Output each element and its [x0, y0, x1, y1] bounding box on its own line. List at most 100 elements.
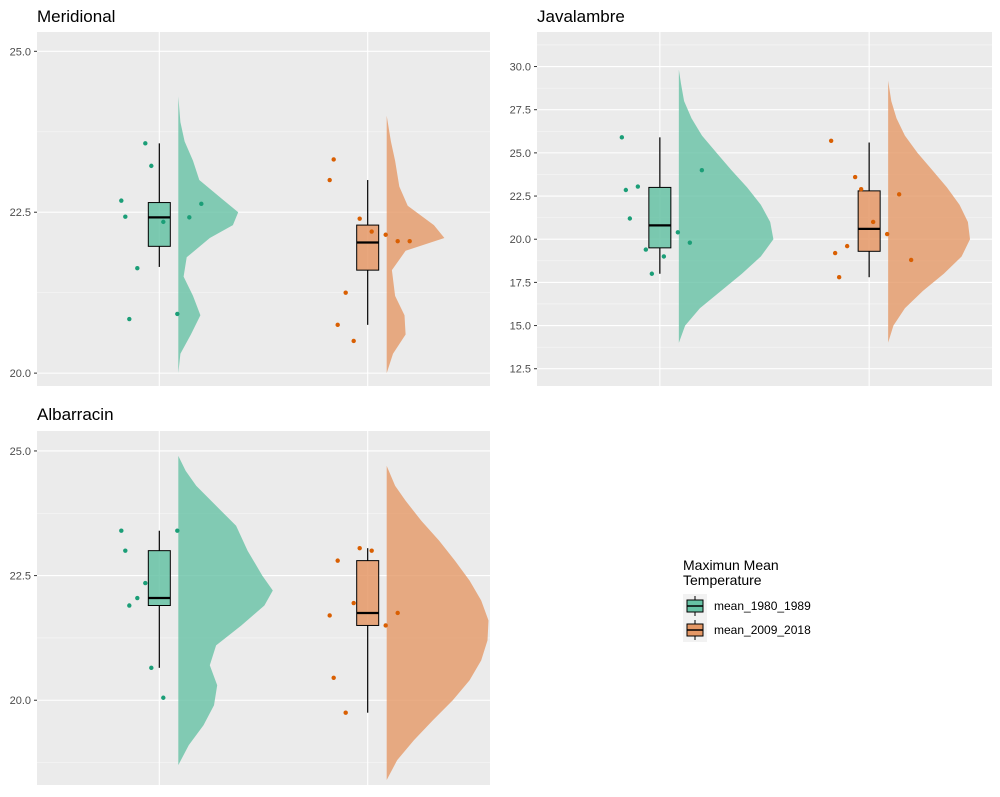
data-point	[908, 257, 914, 263]
density-cloud	[386, 465, 489, 781]
y-grid-minor	[37, 131, 490, 293]
panel-background	[37, 32, 490, 386]
data-point	[175, 528, 180, 533]
y-tick-label: 25.0	[510, 148, 531, 160]
y-tick-label: 17.5	[510, 277, 531, 289]
data-point	[383, 623, 388, 628]
data-point	[858, 186, 864, 192]
data-point	[343, 710, 348, 715]
legend-title: Temperature	[683, 572, 762, 588]
data-points	[119, 141, 412, 344]
data-point	[383, 232, 388, 237]
data-point	[335, 322, 340, 328]
data-point	[649, 271, 655, 276]
panel-title: Albarracin	[37, 405, 114, 424]
data-point	[369, 548, 374, 553]
data-point	[123, 214, 128, 219]
data-point	[343, 290, 348, 295]
data-point	[357, 545, 362, 551]
data-point	[828, 138, 834, 143]
y-tick-label: 20.0	[10, 695, 31, 707]
data-point	[699, 167, 705, 173]
data-point	[407, 238, 412, 244]
data-point	[143, 580, 148, 586]
y-tick-label: 25.0	[10, 46, 31, 58]
data-point	[143, 141, 148, 146]
data-point	[187, 215, 192, 220]
data-point	[661, 254, 667, 259]
data-point	[832, 250, 838, 256]
density-cloud	[678, 69, 774, 343]
data-point	[836, 275, 842, 280]
legend-label: mean_1980_1989	[714, 599, 811, 613]
data-point	[627, 216, 633, 221]
data-point	[870, 219, 876, 225]
box	[147, 202, 171, 247]
y-tick-label: 20.0	[10, 368, 31, 380]
y-tick-label: 12.5	[510, 364, 531, 376]
data-point	[123, 548, 128, 553]
y-axis: 20.0 22.5 25.0	[10, 46, 37, 380]
data-point	[395, 238, 400, 244]
y-tick-label: 20.0	[510, 234, 531, 246]
data-point	[896, 192, 902, 197]
data-point	[199, 201, 204, 207]
density-clouds	[678, 69, 970, 343]
data-point	[643, 247, 649, 252]
data-point	[135, 266, 140, 271]
y-tick-label: 25.0	[10, 446, 31, 458]
panel-javalambre: Javalambre 12.5 15.0 17.5 20.0 22.5 25.0…	[510, 7, 992, 386]
data-point	[331, 675, 336, 681]
data-point	[119, 198, 124, 203]
density-cloud	[386, 115, 445, 374]
density-cloud	[178, 455, 273, 766]
legend: Maximun Mean Temperature mean_1980_1989 …	[683, 557, 811, 642]
data-point	[175, 311, 180, 317]
data-points	[119, 528, 400, 715]
data-point	[149, 665, 154, 671]
data-point	[149, 163, 154, 169]
boxplots	[147, 530, 380, 713]
y-tick-label: 22.5	[10, 207, 31, 219]
y-tick-label: 30.0	[510, 62, 531, 74]
panel-title: Javalambre	[537, 7, 625, 26]
data-point	[623, 187, 629, 193]
panel-title: Meridional	[37, 7, 115, 26]
data-point	[852, 174, 858, 180]
data-point	[369, 229, 374, 234]
box	[648, 186, 672, 249]
density-clouds	[178, 455, 489, 781]
data-point	[127, 603, 132, 608]
data-point	[675, 230, 681, 235]
data-point	[635, 184, 641, 189]
data-point	[327, 613, 332, 618]
data-point	[127, 316, 132, 322]
data-point	[884, 231, 890, 237]
density-cloud	[178, 96, 239, 374]
legend-label: mean_2009_2018	[714, 623, 811, 637]
data-point	[161, 219, 166, 225]
y-tick-label: 27.5	[510, 105, 531, 117]
data-points	[619, 135, 914, 280]
boxplots	[648, 137, 881, 278]
data-point	[687, 240, 693, 245]
data-point	[351, 338, 356, 344]
legend-title: Maximun Mean	[683, 557, 779, 573]
box	[147, 550, 171, 607]
box	[857, 190, 881, 252]
box	[356, 224, 380, 271]
density-clouds	[178, 96, 445, 374]
data-point	[135, 595, 140, 601]
data-point	[331, 157, 336, 162]
panel-meridional: Meridional 20.0 22.5 25.0	[10, 7, 490, 386]
density-cloud	[888, 80, 970, 343]
data-point	[844, 243, 850, 249]
data-point	[327, 177, 332, 183]
data-point	[395, 610, 400, 616]
y-tick-label: 22.5	[10, 571, 31, 583]
data-point	[357, 216, 362, 221]
legend-key-mean-2009-2018	[683, 618, 707, 642]
y-axis: 12.5 15.0 17.5 20.0 22.5 25.0 27.5 30.0	[510, 62, 537, 376]
data-point	[161, 695, 166, 700]
